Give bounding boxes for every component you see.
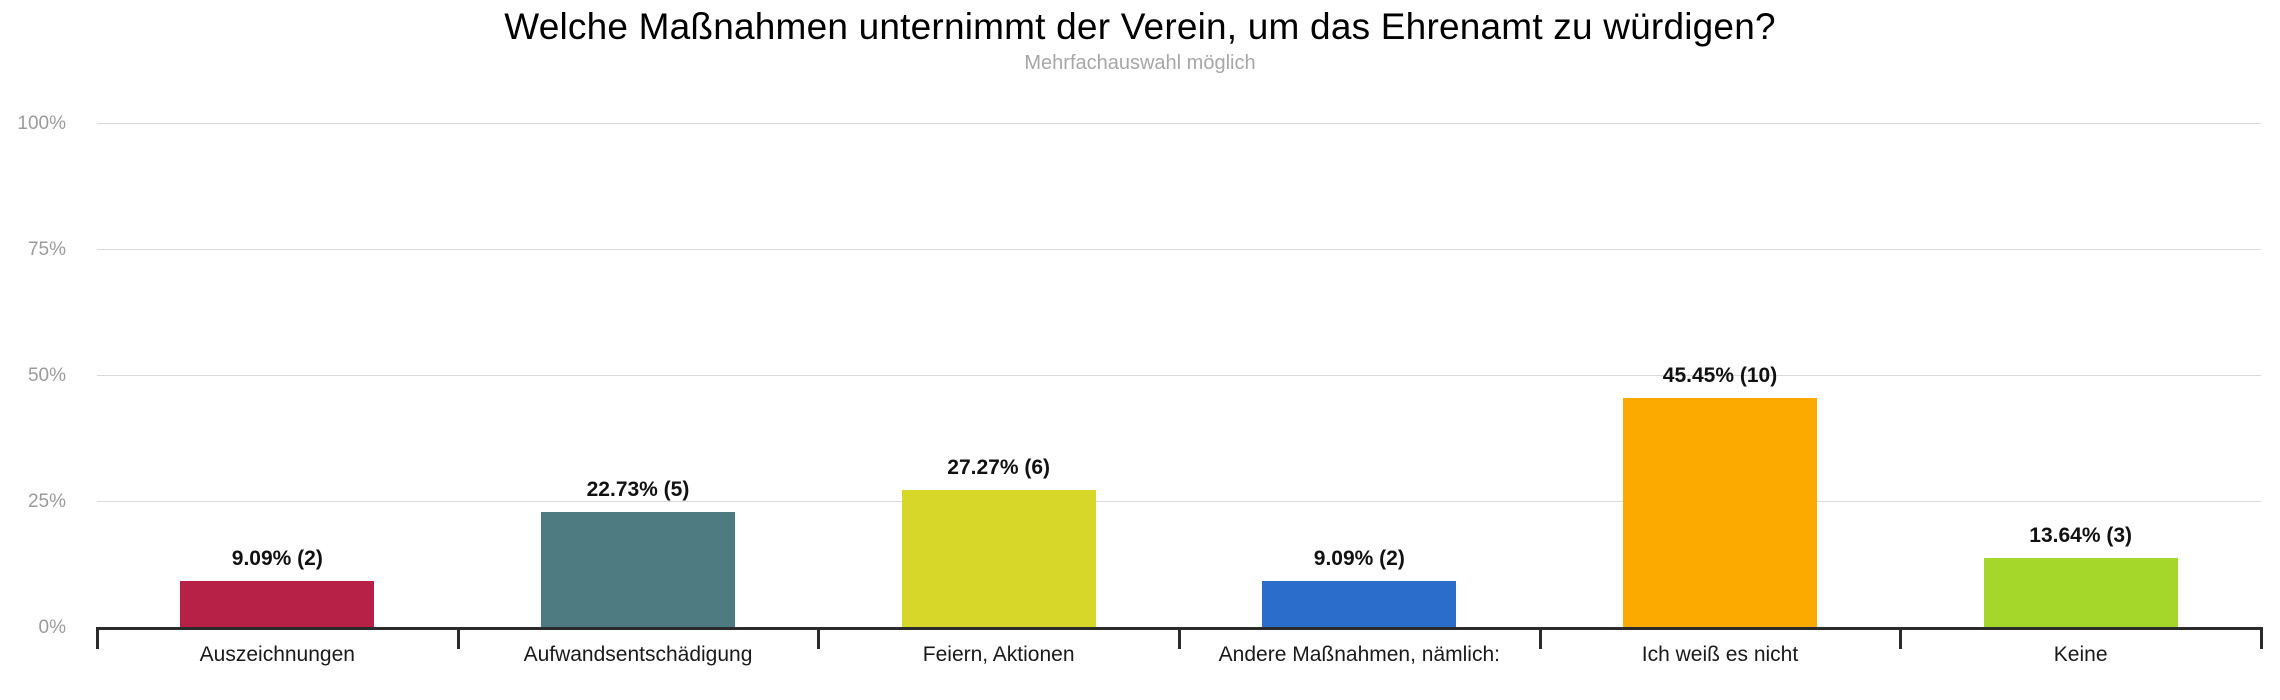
category-label: Keine [2053, 643, 2108, 666]
bar-value-label: 9.09% (2) [1313, 547, 1405, 571]
bar-1 [180, 581, 375, 627]
bar-value-label: 45.45% (10) [1662, 363, 1778, 387]
category-tick [2260, 627, 2263, 649]
y-axis-tick-label: 25% [27, 491, 66, 512]
bar-4 [1262, 581, 1457, 627]
category-tick [456, 627, 460, 649]
bar-value-label: 22.73% (5) [586, 478, 690, 502]
category-label: Aufwandsentschädigung [523, 643, 753, 666]
chart-title: Welche Maßnahmen unternimmt der Verein, … [504, 6, 1776, 47]
y-axis-tick-label: 50% [27, 365, 66, 386]
bar-3 [901, 489, 1096, 627]
y-axis-tick-label: 0% [38, 617, 66, 638]
category-tick [1899, 627, 1903, 649]
bar-2 [541, 512, 735, 627]
bar-6 [1983, 558, 2178, 627]
bar-value-label: 9.09% (2) [231, 547, 323, 571]
gridline-100% [97, 123, 2261, 124]
bar-value-label: 13.64% (3) [2029, 524, 2133, 548]
category-tick [817, 627, 821, 649]
bar-value-label: 27.27% (6) [947, 455, 1051, 479]
category-label: Auszeichnungen [199, 643, 355, 666]
bar-5 [1623, 397, 1817, 627]
category-tick [1538, 627, 1542, 649]
gridline-25% [97, 501, 2261, 502]
category-label: Feiern, Aktionen [922, 643, 1075, 666]
y-axis-tick-label: 75% [27, 239, 66, 260]
category-label: Andere Maßnahmen, nämlich: [1218, 643, 1500, 666]
category-label: Ich weiß es nicht [1641, 643, 1799, 666]
gridline-50% [97, 375, 2261, 376]
y-axis-tick-label: 100% [17, 113, 66, 134]
gridline-75% [97, 249, 2261, 250]
category-tick [1178, 627, 1181, 649]
chart-subtitle: Mehrfachauswahl möglich [1024, 52, 1256, 74]
category-tick [96, 627, 99, 649]
